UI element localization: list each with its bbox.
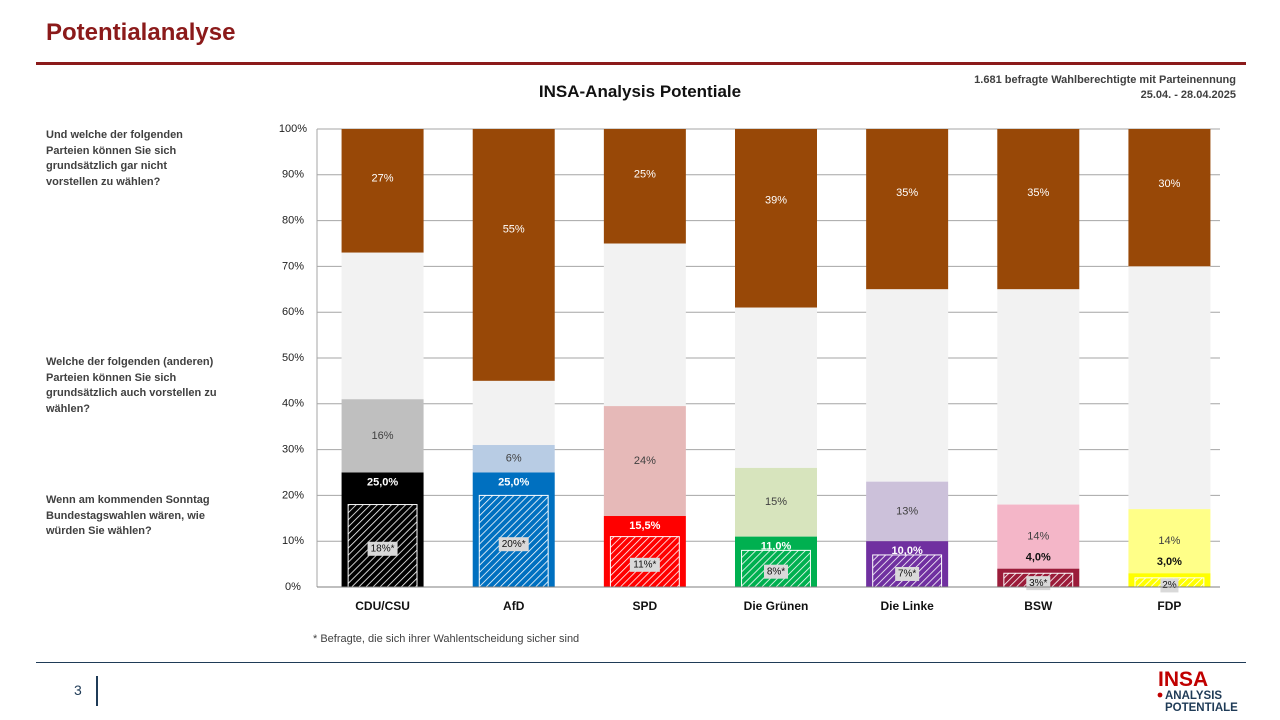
- label-potential: 24%: [634, 455, 656, 467]
- x-category-label: FDP: [1157, 599, 1181, 613]
- logo-line2: POTENTIALE: [1165, 702, 1238, 714]
- page-title: Potentialanalyse: [46, 19, 236, 46]
- label-vote: 15,5%: [629, 520, 660, 532]
- bar-never: [341, 129, 424, 253]
- page-number: 3: [74, 682, 82, 698]
- y-tick-label: 0%: [285, 581, 301, 593]
- label-certain-bg: [1160, 578, 1179, 593]
- y-tick-label: 90%: [282, 169, 304, 181]
- y-tick-label: 50%: [282, 352, 304, 364]
- bar-potential: [472, 445, 555, 473]
- label-certain: 20%*: [502, 539, 526, 550]
- y-axis: 0% 10% 20% 30% 40% 50% 60% 70% 80% 90% 100%: [279, 123, 318, 593]
- footer-divider: [36, 662, 1246, 663]
- bar-undecided: [866, 289, 949, 482]
- survey-meta: 1.681 befragte Wahlberechtigte mit Parte…: [974, 73, 1236, 103]
- x-category-label: BSW: [1024, 599, 1053, 613]
- label-never: 25%: [634, 169, 656, 181]
- label-potential: 14%: [1158, 535, 1180, 547]
- label-vote: 3,0%: [1157, 556, 1182, 568]
- bar-undecided: [603, 243, 686, 407]
- survey-dates: 25.04. - 28.04.2025: [1140, 89, 1236, 101]
- y-tick-label: 20%: [282, 489, 304, 501]
- label-never: 27%: [372, 172, 394, 184]
- bar-potential: [341, 399, 424, 473]
- label-potential: 14%: [1027, 531, 1049, 543]
- label-certain-bg: [498, 537, 529, 552]
- label-certain-bg: [764, 564, 788, 579]
- label-certain: 11%*: [633, 559, 656, 570]
- bar-never: [997, 129, 1080, 290]
- y-tick-label: 70%: [282, 260, 304, 272]
- label-potential: 16%: [372, 430, 394, 442]
- bar-undecided: [341, 252, 424, 400]
- label-potential: 15%: [765, 496, 787, 508]
- chart-title: INSA-Analysis Potentiale: [539, 82, 741, 101]
- bar-undecided: [1128, 266, 1211, 510]
- label-never: 39%: [765, 194, 787, 206]
- label-certain-bg: [895, 566, 920, 581]
- label-certain: 3%*: [1029, 578, 1047, 589]
- question-vote: Wenn am kommenden Sonntag Bundestagswahl…: [46, 494, 210, 537]
- logo-dot-icon: [1157, 692, 1163, 698]
- label-never: 35%: [1027, 187, 1049, 199]
- label-never: 55%: [503, 224, 525, 236]
- label-potential: 13%: [896, 505, 918, 517]
- y-tick-label: 60%: [282, 306, 304, 318]
- bar-potential: [866, 481, 949, 542]
- label-certain: 8%*: [767, 566, 785, 577]
- label-certain: 2%: [1162, 580, 1177, 591]
- y-tick-label: 100%: [279, 123, 307, 135]
- x-category-label: Die Linke: [880, 599, 934, 613]
- bars: 27% 16% 25,0% 18%* 55% 6% 25,0% 20%* 25% 24% 15,5%…: [341, 129, 1211, 593]
- logo-insa-text: INSA: [1158, 668, 1208, 691]
- question-also: Welche der folgenden (anderen) Parteien …: [46, 356, 217, 415]
- potential-chart: INSA-Analysis Potentiale 0% 10% 20% 30% 40% 5…: [279, 82, 1220, 613]
- y-tick-label: 30%: [282, 444, 304, 456]
- y-tick-label: 80%: [282, 215, 304, 227]
- bar-never: [735, 129, 817, 308]
- label-vote: 25,0%: [367, 476, 398, 488]
- y-tick-label: 10%: [282, 535, 304, 547]
- footnote: * Befragte, die sich ihrer Wahlentscheid…: [313, 633, 580, 645]
- bar-potential: [735, 467, 817, 537]
- x-axis: CDU/CSU AfD SPD Die Grünen Die Linke BSW FDP: [317, 586, 1220, 613]
- x-category-label: Die Grünen: [744, 599, 809, 613]
- label-never: 35%: [896, 187, 918, 199]
- label-vote: 4,0%: [1026, 552, 1051, 564]
- label-certain: 7%*: [898, 569, 916, 580]
- bar-undecided: [735, 307, 817, 468]
- title-divider: [36, 62, 1246, 65]
- label-vote: 25,0%: [498, 476, 529, 488]
- y-tick-label: 40%: [282, 398, 304, 410]
- x-category-label: SPD: [633, 599, 658, 613]
- bar-never: [603, 129, 686, 244]
- bar-undecided: [997, 289, 1080, 505]
- bar-undecided: [472, 380, 555, 446]
- sample-size: 1.681 befragte Wahlberechtigte mit Parte…: [974, 74, 1236, 86]
- label-certain-bg: [367, 541, 398, 556]
- x-category-label: AfD: [503, 599, 525, 613]
- bar-potential: [603, 406, 686, 517]
- label-vote: 11,0%: [761, 541, 792, 553]
- x-category-label: CDU/CSU: [355, 599, 410, 613]
- bar-potential: [1128, 509, 1211, 574]
- bar-never: [472, 129, 555, 381]
- label-potential: 6%: [506, 453, 522, 465]
- bar-potential: [997, 504, 1080, 569]
- page-number-bar: [96, 676, 98, 706]
- label-certain-bg: [629, 557, 660, 572]
- insa-logo: INSA ANALYSIS POTENTIALE: [1157, 668, 1238, 714]
- logo-line1: ANALYSIS: [1165, 690, 1222, 702]
- bar-never: [1128, 129, 1211, 267]
- question-never: Und welche der folgenden Parteien können…: [46, 129, 183, 188]
- bar-never: [866, 129, 949, 290]
- label-vote: 10,0%: [892, 545, 923, 557]
- label-never: 30%: [1158, 178, 1180, 190]
- label-certain: 18%*: [371, 543, 395, 554]
